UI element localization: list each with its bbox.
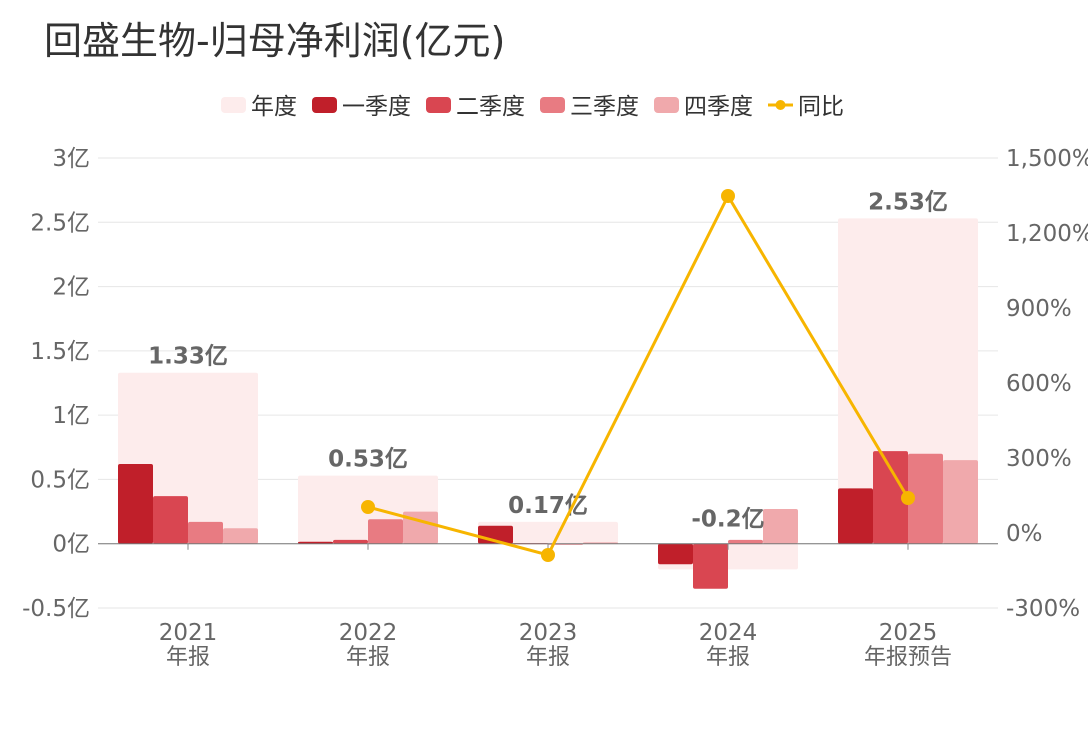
x-tick-sublabel: 年报 bbox=[526, 645, 570, 670]
yoy-point bbox=[361, 500, 375, 514]
annual-data-label: -0.2亿 bbox=[691, 507, 764, 533]
x-tick-sublabel: 年报 bbox=[706, 645, 750, 670]
x-tick-sublabel: 年报 bbox=[346, 645, 390, 670]
y-tick-label: 2.5亿 bbox=[30, 210, 90, 236]
quarter-bar-2 bbox=[333, 539, 368, 544]
yoy-point bbox=[901, 491, 915, 505]
legend-swatch bbox=[221, 97, 246, 113]
annual-data-label: 0.17亿 bbox=[508, 493, 588, 519]
x-tick-label: 2022 bbox=[339, 620, 398, 646]
legend-label: 二季度 bbox=[456, 94, 525, 120]
legend-label: 一季度 bbox=[342, 94, 411, 120]
y-tick-label: 1.5亿 bbox=[30, 339, 90, 365]
y-tick-label: 0.5亿 bbox=[30, 467, 90, 493]
y2-tick-label: 1,500% bbox=[1006, 146, 1088, 172]
quarter-bar-4 bbox=[763, 509, 798, 544]
y2-tick-label: -300% bbox=[1006, 596, 1080, 622]
x-tick-label: 2024 bbox=[699, 620, 758, 646]
quarter-bar-3 bbox=[188, 521, 223, 544]
y-tick-label: -0.5亿 bbox=[22, 596, 90, 622]
quarter-bar-1 bbox=[658, 543, 693, 565]
x-tick-label: 2023 bbox=[519, 620, 578, 646]
annual-data-label: 2.53亿 bbox=[868, 189, 948, 215]
legend-swatch bbox=[540, 97, 565, 113]
yoy-point bbox=[721, 189, 735, 203]
y2-tick-label: 600% bbox=[1006, 371, 1072, 397]
legend-label: 三季度 bbox=[570, 94, 639, 120]
y-tick-label: 3亿 bbox=[52, 146, 90, 172]
x-tick-label: 2021 bbox=[159, 620, 218, 646]
quarter-bar-3 bbox=[728, 539, 763, 544]
quarter-bar-4 bbox=[943, 460, 978, 544]
legend-label: 四季度 bbox=[684, 94, 753, 120]
yoy-line bbox=[367, 192, 910, 557]
quarter-bar-3 bbox=[368, 519, 403, 544]
y2-tick-label: 0% bbox=[1006, 521, 1043, 547]
quarter-bar-3 bbox=[908, 453, 943, 544]
annual-data-label: 1.33亿 bbox=[148, 344, 228, 370]
x-tick-sublabel: 年报预告 bbox=[864, 645, 952, 670]
legend-label: 年度 bbox=[251, 94, 297, 120]
legend-swatch bbox=[426, 97, 451, 113]
quarter-bar-2 bbox=[693, 543, 728, 589]
y2-tick-label: 1,200% bbox=[1006, 221, 1088, 247]
quarter-bar-2 bbox=[153, 496, 188, 544]
y-tick-label: 2亿 bbox=[52, 275, 90, 301]
legend-label: 同比 bbox=[798, 94, 844, 120]
yoy-point bbox=[541, 548, 555, 562]
quarter-bar-4 bbox=[223, 528, 258, 544]
chart-title: 回盛生物-归母净利润(亿元) bbox=[44, 19, 506, 63]
y-tick-label: 0亿 bbox=[52, 532, 90, 558]
y2-tick-label: 900% bbox=[1006, 296, 1072, 322]
y-tick-label: 1亿 bbox=[52, 403, 90, 429]
y2-tick-label: 300% bbox=[1006, 446, 1072, 472]
legend-swatch bbox=[654, 97, 679, 113]
quarter-bar-2 bbox=[873, 451, 908, 544]
x-tick-label: 2025 bbox=[879, 620, 938, 646]
x-tick-sublabel: 年报 bbox=[166, 645, 210, 670]
quarter-bar-1 bbox=[838, 488, 873, 544]
quarter-bar-1 bbox=[118, 464, 153, 544]
legend-swatch bbox=[312, 97, 337, 113]
legend-marker bbox=[775, 100, 786, 110]
annual-data-label: 0.53亿 bbox=[328, 447, 408, 473]
